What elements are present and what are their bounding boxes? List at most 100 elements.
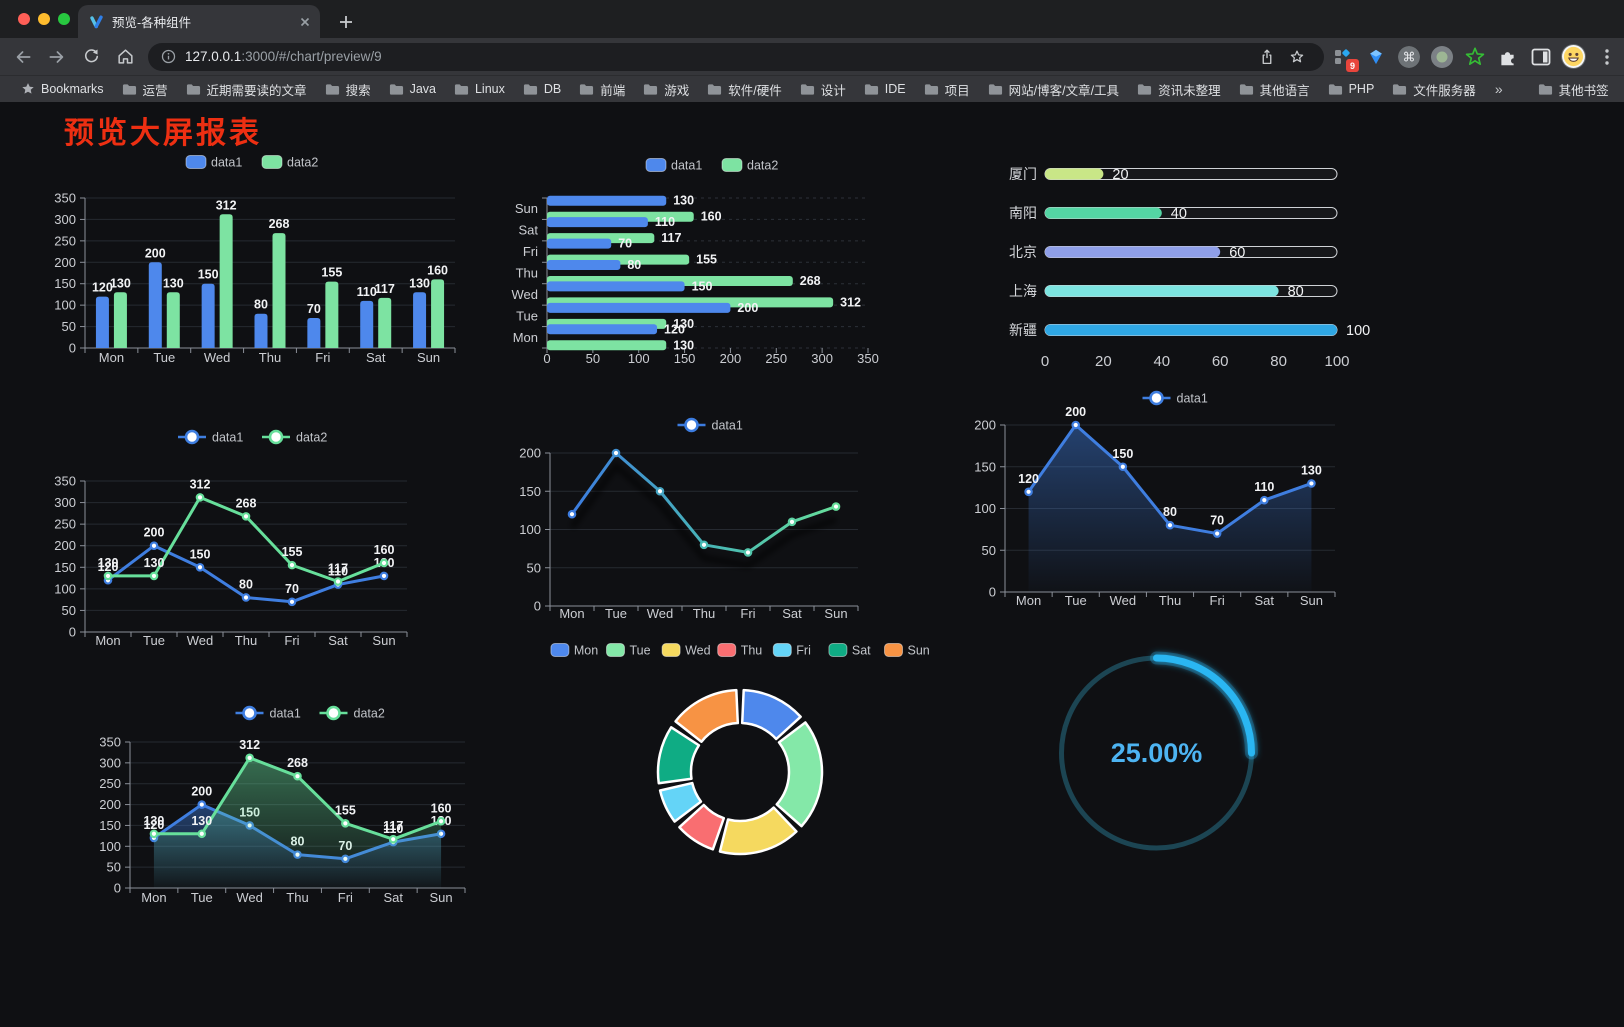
legend[interactable]: data1 data2 — [645, 158, 778, 173]
back-button[interactable] — [8, 42, 38, 72]
svg-text:Tue: Tue — [143, 633, 165, 648]
bookmarks-star-icon — [22, 83, 34, 94]
bar-data2-Fri — [325, 281, 339, 348]
marker — [293, 771, 302, 781]
bookmark-folder-item[interactable]: 近期需要读的文章 — [179, 77, 314, 102]
svg-text:data1: data1 — [1177, 392, 1208, 406]
svg-text:120: 120 — [98, 560, 119, 574]
browser-tab[interactable]: 预览-各种组件 — [78, 5, 320, 38]
bookmarks-overflow-button[interactable]: » — [1494, 81, 1503, 97]
legend[interactable]: data1 data2 — [185, 155, 318, 170]
marker — [149, 571, 159, 581]
svg-text:Sun: Sun — [430, 890, 453, 905]
svg-text:150: 150 — [54, 560, 76, 575]
bookmark-label: PHP — [1348, 82, 1375, 96]
svg-text:130: 130 — [144, 556, 165, 570]
site-info-icon[interactable] — [160, 48, 177, 65]
chart-gauge-progress: 25.00% — [1040, 638, 1275, 873]
bookmark-folder-item[interactable]: 前端 — [572, 77, 632, 102]
folder-icon — [1538, 83, 1552, 95]
svg-text:80: 80 — [1288, 284, 1304, 300]
bookmark-folder-item[interactable]: 其他语言 — [1232, 77, 1317, 102]
svg-text:0: 0 — [1041, 353, 1049, 370]
legend[interactable]: data1 data2 — [178, 429, 327, 445]
extensions-puzzle-button[interactable] — [1493, 42, 1522, 71]
extension-command[interactable]: ⌘ — [1394, 42, 1423, 71]
other-bookmarks-folder[interactable]: 其他书签 — [1531, 77, 1616, 102]
svg-text:150: 150 — [1112, 447, 1133, 461]
line-two-series-svg: data1 data2 0 50 100 150 200 250 300 350 Mon Tue Wed… — [54, 429, 408, 648]
bookmark-folder-item[interactable]: Linux — [447, 79, 512, 99]
bookmarks-manager-item[interactable]: Bookmarks — [14, 79, 111, 99]
marker — [379, 571, 389, 581]
bookmark-star-button[interactable] — [1282, 42, 1312, 72]
window-zoom-button[interactable] — [58, 13, 70, 25]
browser-menu-button[interactable] — [1592, 42, 1621, 71]
svg-text:Thu: Thu — [741, 644, 763, 658]
extension-tampermonkey[interactable]: 9 — [1328, 42, 1359, 72]
donut-slice-Fri — [658, 781, 703, 823]
bookmark-label: 游戏 — [664, 83, 690, 98]
bar-data1-Thu — [547, 260, 621, 270]
svg-text:0: 0 — [69, 625, 76, 640]
svg-text:312: 312 — [840, 295, 861, 309]
share-button[interactable] — [1252, 42, 1282, 72]
legend[interactable]: data1 data2 — [235, 705, 385, 721]
bookmark-folder-item[interactable]: 项目 — [917, 77, 977, 102]
reload-button[interactable] — [76, 42, 106, 72]
svg-text:200: 200 — [737, 301, 758, 315]
bookmark-folder-item[interactable]: 网站/博客/文章/工具 — [981, 77, 1126, 102]
folder-icon — [1393, 83, 1407, 95]
svg-text:Mon: Mon — [95, 633, 120, 648]
bookmark-folder-item[interactable]: 搜索 — [318, 77, 378, 102]
bookmark-folder-item[interactable]: 运营 — [115, 77, 175, 102]
svg-text:20: 20 — [1095, 353, 1112, 370]
svg-text:60: 60 — [1212, 353, 1229, 370]
new-tab-button[interactable] — [332, 8, 360, 36]
legend[interactable]: Mon Tue Wed Thu Fri Sat Sun — [550, 643, 930, 658]
chart-progress-bars: 厦门 20 南阳 40 北京 60 上海 80 新疆 100 0 20 40 60 80 100 — [985, 154, 1395, 390]
forward-button[interactable] — [42, 42, 72, 72]
profile-avatar[interactable] — [1559, 42, 1588, 71]
bar-data1-Tue — [148, 262, 162, 348]
bookmark-folder-item[interactable]: IDE — [857, 79, 913, 99]
bookmark-folder-item[interactable]: 设计 — [793, 77, 853, 102]
svg-text:155: 155 — [335, 803, 356, 817]
bookmark-folder-item[interactable]: Java — [382, 79, 443, 99]
bookmark-folder-item[interactable]: 软件/硬件 — [700, 77, 788, 102]
extension-gem[interactable] — [1361, 42, 1390, 71]
svg-text:Thu: Thu — [235, 633, 257, 648]
folder-icon — [864, 83, 878, 95]
bookmark-folder-item[interactable]: 游戏 — [636, 77, 696, 102]
svg-text:Thu: Thu — [259, 350, 281, 365]
svg-text:100: 100 — [628, 351, 650, 366]
bookmark-label: 资讯未整理 — [1158, 83, 1221, 98]
svg-text:50: 50 — [982, 543, 996, 558]
gauge-svg: 25.00% — [1059, 651, 1258, 851]
legend[interactable]: data1 — [677, 417, 743, 433]
bookmark-folder-item[interactable]: 资讯未整理 — [1130, 77, 1228, 102]
marker — [197, 829, 207, 839]
extension-recorder[interactable] — [1427, 42, 1456, 71]
tab-close-icon[interactable] — [300, 17, 310, 27]
svg-text:150: 150 — [519, 484, 541, 499]
bookmark-folder-item[interactable]: 文件服务器 — [1385, 77, 1483, 102]
url-text[interactable]: 127.0.0.1:3000/#/chart/preview/9 — [185, 49, 1252, 64]
home-button[interactable] — [110, 42, 140, 72]
svg-text:Wed: Wed — [236, 890, 263, 905]
window-close-button[interactable] — [18, 13, 30, 25]
svg-text:50: 50 — [107, 860, 121, 875]
legend[interactable]: data1 — [1142, 390, 1208, 406]
donut-slices[interactable] — [656, 688, 824, 856]
svg-text:Mon: Mon — [141, 890, 166, 905]
address-bar[interactable]: 127.0.0.1:3000/#/chart/preview/9 — [148, 42, 1324, 72]
extension-green-star[interactable] — [1460, 42, 1489, 71]
window-minimize-button[interactable] — [38, 13, 50, 25]
svg-text:Mon: Mon — [559, 606, 584, 621]
sidebar-toggle-button[interactable] — [1526, 42, 1555, 71]
bookmark-folder-item[interactable]: PHP — [1321, 79, 1382, 99]
svg-text:100: 100 — [974, 501, 996, 516]
bookmark-folder-item[interactable]: DB — [516, 79, 568, 99]
chart-line-gradient: data1 0 50 100 150 200 Mon Tue Wed Thu Fri Sat Sun — [505, 400, 920, 632]
